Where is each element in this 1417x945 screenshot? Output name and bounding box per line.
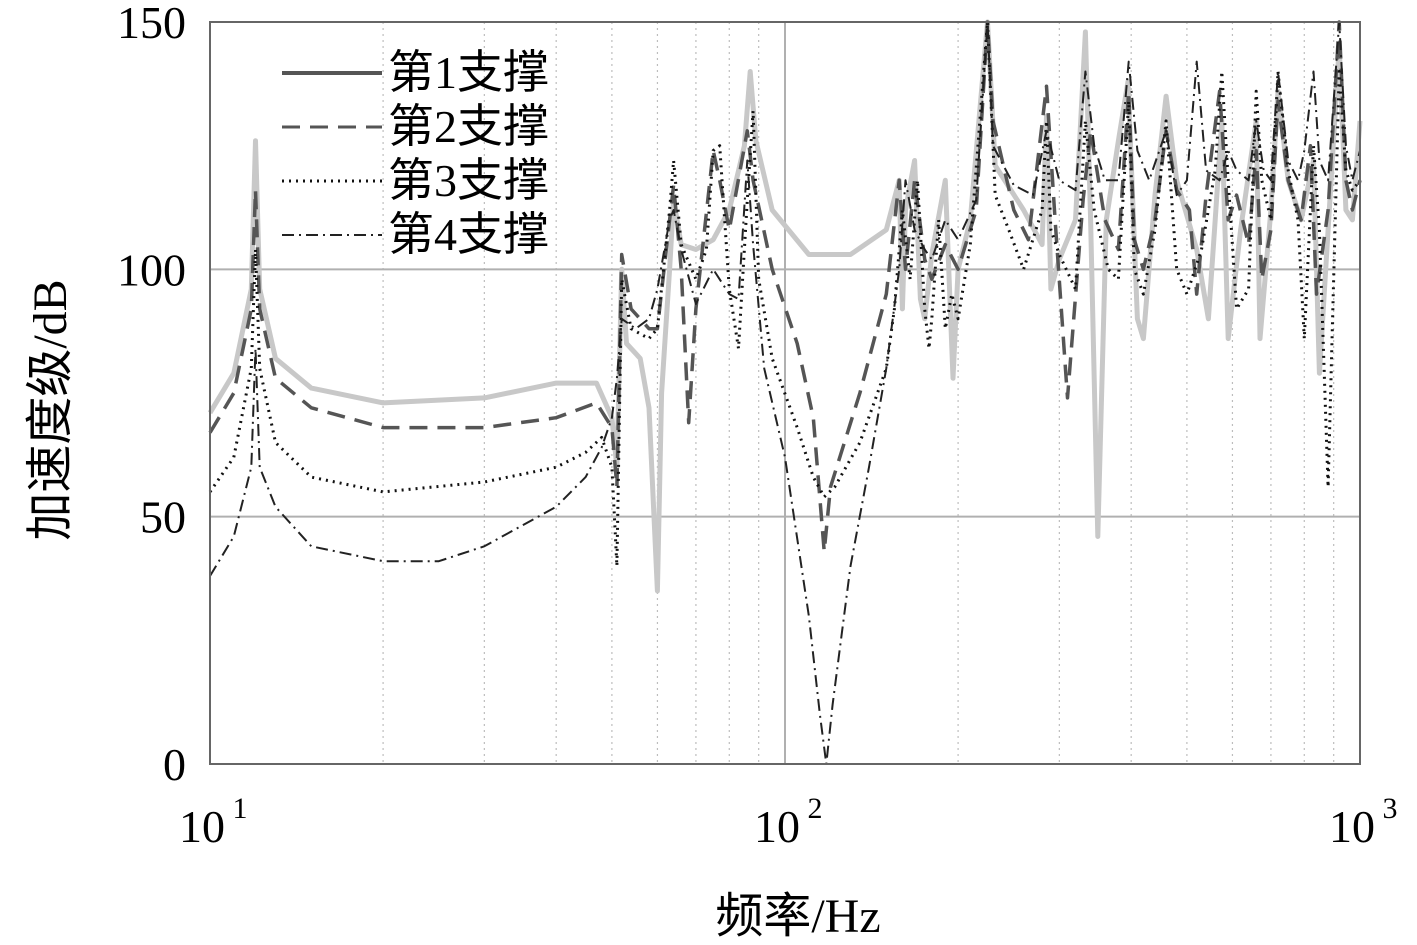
legend-label-series-1: 第1支撑 [388, 47, 549, 98]
series-line-4 [209, 21, 1361, 765]
x-tick-label: 10 [179, 801, 225, 852]
legend-label-series-3: 第3支撑 [388, 155, 549, 206]
x-tick-label: 10 [754, 801, 800, 852]
plot-frame [209, 21, 1361, 765]
legend-label-series-4: 第4支撑 [388, 209, 549, 260]
series-layer [207, 19, 1363, 765]
y-tick-label: 100 [117, 244, 186, 295]
x-tick-exponent: 3 [1383, 792, 1398, 825]
y-tick-label: 50 [140, 492, 186, 543]
legend: 第1支撑 第2支撑 第3支撑 第4支撑 [282, 47, 549, 260]
x-tick-exponent: 2 [808, 792, 823, 825]
x-axis-title: 频率/Hz [715, 890, 880, 943]
y-tick-label: 150 [117, 0, 186, 48]
series-line-2 [208, 20, 1362, 554]
y-tick-label: 0 [163, 739, 186, 790]
legend-label-series-2: 第2支撑 [388, 101, 549, 152]
series-line-1 [207, 19, 1363, 594]
x-tick-label: 10 [1329, 801, 1375, 852]
y-axis-title: 加速度级/dB [24, 279, 77, 540]
x-tick-exponent: 1 [233, 792, 248, 825]
